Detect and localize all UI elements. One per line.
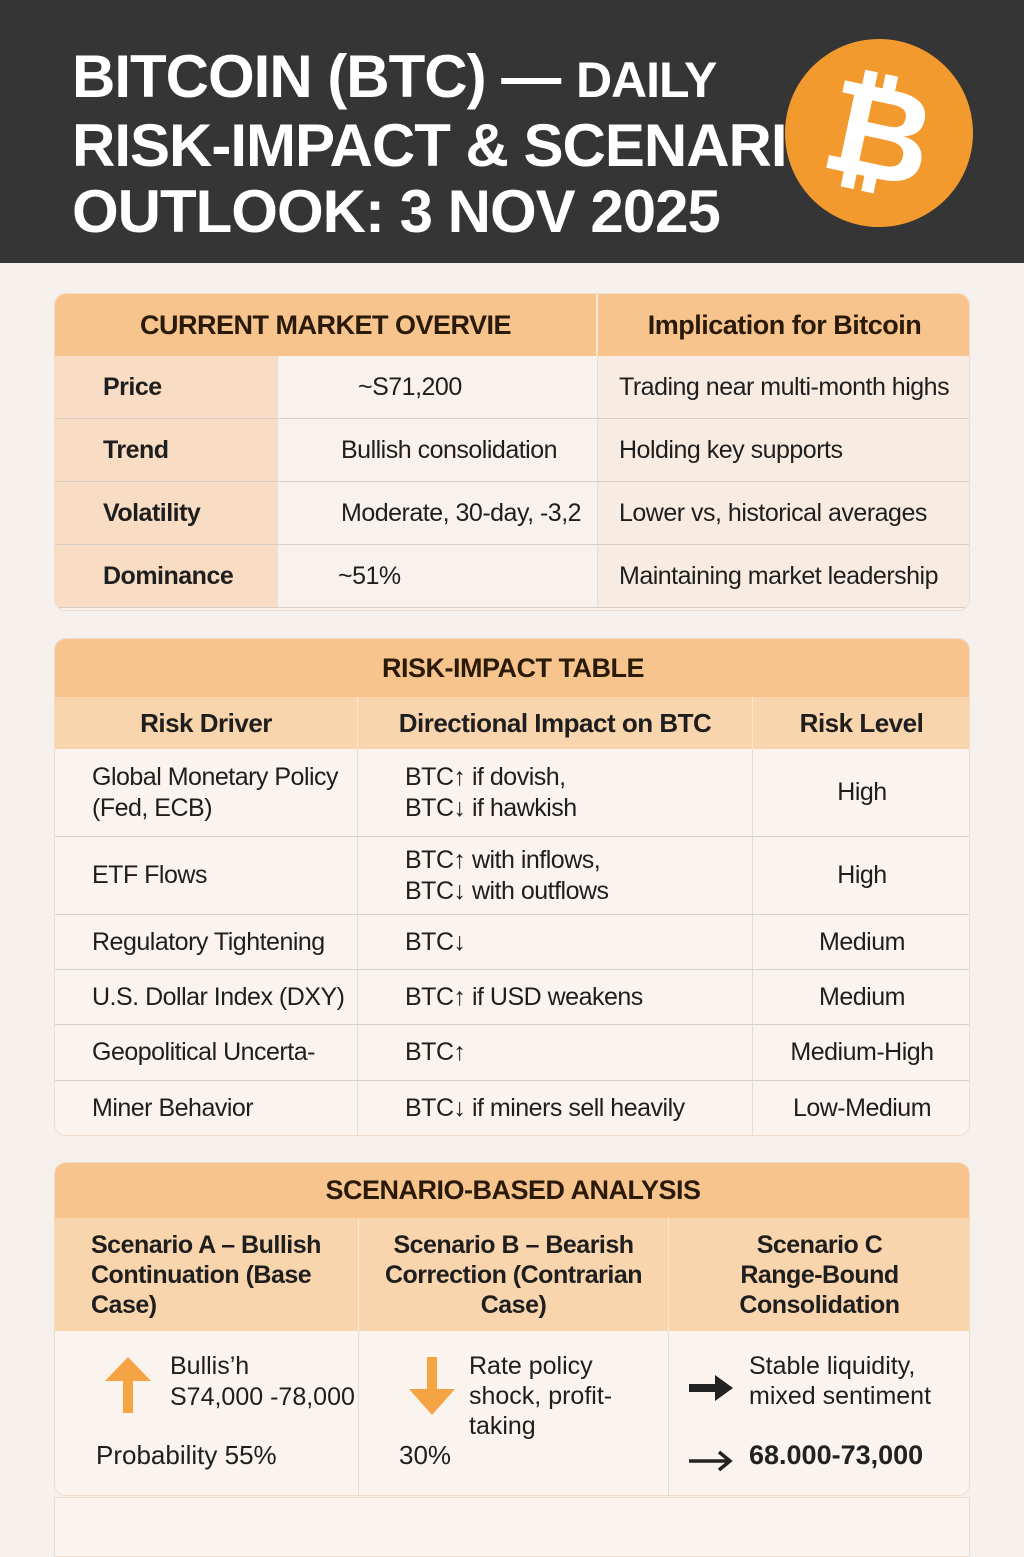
risk-impact-line: BTC↓ if hawkish	[405, 793, 577, 822]
col-risk-driver: Risk Driver	[55, 697, 358, 749]
scenario-c-title: Scenario C Range-Bound Consolidation	[669, 1218, 969, 1331]
page-title: BITCOIN (BTC) — DAILY RISK-IMPACT & SCEN…	[72, 43, 833, 245]
scenario-b-text: Rate policy shock, profit-taking	[469, 1352, 613, 1440]
scenario-b-body	[359, 1331, 669, 1495]
risk-driver: Regulatory Tightening	[55, 915, 358, 970]
risk-driver: Global Monetary Policy (Fed, ECB)	[55, 749, 358, 837]
arrow-up-icon	[105, 1357, 151, 1413]
overview-row-implication: Holding key supports	[598, 419, 969, 482]
scenario-a-title: Scenario A – Bullish Continuation (Base …	[55, 1218, 359, 1331]
scenario-a-probability: Probability 55%	[96, 1440, 277, 1470]
risk-impact: BTC↑ if USD weakens	[358, 970, 753, 1025]
col-risk-level: Risk Level	[753, 697, 969, 749]
overview-row-value: Moderate, 30-day, -3,2	[278, 482, 598, 545]
market-overview-table: CURRENT MARKET OVERVIE Implication for B…	[54, 293, 970, 611]
risk-impact: BTC↑ with inflows, BTC↓ with outflows	[358, 837, 753, 915]
overview-row-value: ~51%	[278, 545, 598, 608]
risk-impact: BTC↑ if dovish, BTC↓ if hawkish	[358, 749, 753, 837]
risk-impact-line: BTC↑ with inflows,	[405, 845, 601, 874]
arrow-right-icon	[689, 1450, 733, 1472]
risk-level: Medium	[753, 970, 969, 1025]
risk-driver: Geopolitical Uncerta-	[55, 1025, 358, 1081]
risk-impact-line: BTC↑ if dovish,	[405, 762, 566, 791]
overview-row-implication: Maintaining market leadership	[598, 545, 969, 608]
risk-impact-line: BTC↑	[405, 1038, 466, 1066]
implication-heading: Implication for Bitcoin	[598, 294, 969, 356]
scenario-a-text1: Bullis’h	[170, 1352, 250, 1380]
risk-impact: BTC↑	[358, 1025, 753, 1081]
scenario-analysis: SCENARIO-BASED ANALYSIS Scenario A – Bul…	[54, 1162, 970, 1496]
risk-impact-line: BTC↓ with outflows	[405, 876, 609, 905]
overview-row-value: ~S71,200	[278, 356, 598, 419]
col-directional-impact: Directional Impact on BTC	[358, 697, 753, 749]
arrow-down-icon	[409, 1357, 455, 1415]
scenario-a-body	[55, 1331, 359, 1495]
bitcoin-logo-icon: ₿	[785, 39, 973, 227]
risk-level: High	[753, 749, 969, 837]
risk-level: Low-Medium	[753, 1081, 969, 1135]
overview-row-label: Volatility	[55, 482, 278, 545]
risk-impact-line: BTC↓	[405, 927, 466, 956]
risk-impact: BTC↓	[358, 915, 753, 970]
scenario-a-range: S74,000 -78,000	[170, 1383, 355, 1411]
scenario-c-range: 68.000-73,000	[749, 1440, 924, 1470]
risk-driver: Miner Behavior	[55, 1081, 358, 1135]
risk-level: Medium-High	[753, 1025, 969, 1081]
scenario-c-text: Stable liquidity, mixed sentiment	[749, 1352, 932, 1410]
risk-driver: ETF Flows	[55, 837, 358, 915]
overview-row-label: Price	[55, 356, 278, 419]
overview-row-implication: Lower vs, historical averages	[598, 482, 969, 545]
arrow-right-icon	[689, 1375, 733, 1401]
risk-impact-line: BTC↓ if miners sell heavily	[405, 1094, 685, 1122]
risk-driver: U.S. Dollar Index (DXY)	[55, 970, 358, 1025]
risk-impact-line: BTC↑ if USD weakens	[405, 982, 643, 1011]
risk-impact: BTC↓ if miners sell heavily	[358, 1081, 753, 1135]
overview-heading: CURRENT MARKET OVERVIE	[55, 294, 598, 356]
overview-row-value: Bullish consolidation	[278, 419, 598, 482]
risk-level: High	[753, 837, 969, 915]
overview-row-label: Dominance	[55, 545, 278, 608]
overview-row-label: Trend	[55, 419, 278, 482]
empty-footer-panel	[54, 1497, 970, 1557]
risk-heading: RISK-IMPACT TABLE	[55, 639, 969, 697]
scenario-b-probability: 30%	[399, 1440, 452, 1470]
overview-row-implication: Trading near multi-month highs	[598, 356, 969, 419]
header-banner: BITCOIN (BTC) — DAILY RISK-IMPACT & SCEN…	[0, 0, 1024, 263]
risk-impact-table: RISK-IMPACT TABLE Risk Driver Directiona…	[54, 638, 970, 1136]
scenario-heading: SCENARIO-BASED ANALYSIS	[55, 1163, 969, 1218]
scenario-b-title: Scenario B – Bearish Correction (Contrar…	[359, 1218, 669, 1331]
risk-level: Medium	[753, 915, 969, 970]
